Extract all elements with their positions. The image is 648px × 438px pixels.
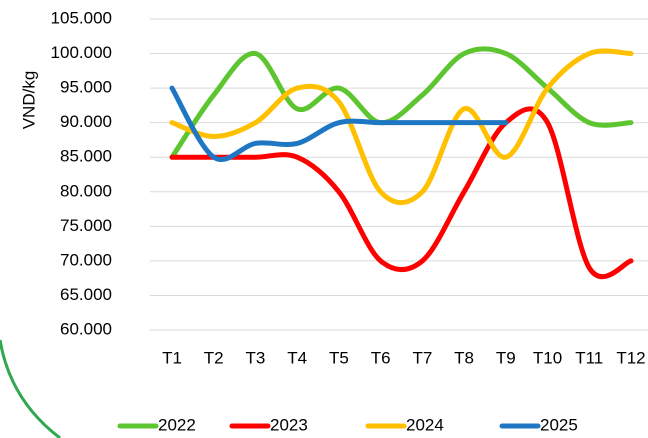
x-tick-label: T12 bbox=[616, 348, 645, 367]
x-tick-label: T2 bbox=[204, 348, 224, 367]
y-tick-label: 65.000 bbox=[60, 285, 112, 304]
x-tick-label: T11 bbox=[575, 348, 603, 367]
legend-label: 2025 bbox=[540, 415, 578, 434]
y-tick-label: 105.000 bbox=[51, 8, 112, 27]
y-axis-title: VND/kg bbox=[19, 71, 38, 130]
x-tick-label: T3 bbox=[246, 348, 266, 367]
y-tick-label: 100.000 bbox=[51, 43, 112, 62]
decoration-arc bbox=[0, 340, 60, 438]
x-tick-label: T4 bbox=[287, 348, 307, 367]
y-tick-label: 85.000 bbox=[60, 147, 112, 166]
x-tick-label: T8 bbox=[454, 348, 474, 367]
x-tick-label: T5 bbox=[329, 348, 349, 367]
legend-label: 2023 bbox=[270, 415, 308, 434]
y-tick-label: 75.000 bbox=[60, 216, 112, 235]
series-line bbox=[172, 49, 631, 157]
x-tick-label: T6 bbox=[371, 348, 391, 367]
series-line bbox=[172, 51, 631, 203]
y-tick-label: 60.000 bbox=[60, 319, 112, 338]
legend-label: 2024 bbox=[406, 415, 444, 434]
series-line bbox=[172, 109, 631, 277]
legend-label: 2022 bbox=[158, 415, 196, 434]
x-tick-label: T10 bbox=[533, 348, 562, 367]
x-tick-label: T9 bbox=[496, 348, 516, 367]
chart: VND/kg 60.000 65.000 70.000 75.000 80.000 85.… bbox=[0, 0, 648, 438]
y-tick-label: 90.000 bbox=[60, 112, 112, 131]
x-tick-label: T7 bbox=[412, 348, 432, 367]
y-tick-label: 70.000 bbox=[60, 250, 112, 269]
y-tick-label: 95.000 bbox=[60, 78, 112, 97]
x-tick-label: T1 bbox=[162, 348, 182, 367]
y-tick-label: 80.000 bbox=[60, 181, 112, 200]
